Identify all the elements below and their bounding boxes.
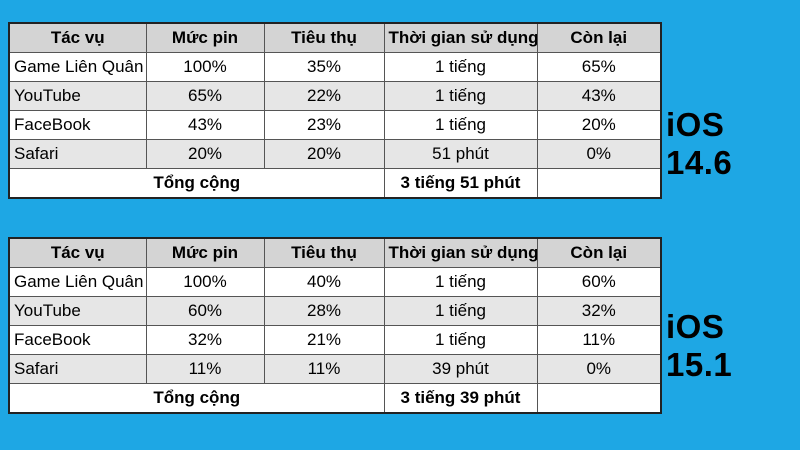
cell-task: Game Liên Quân [8, 52, 147, 82]
cell-battery: 65% [145, 81, 265, 111]
cell-battery: 100% [145, 267, 265, 297]
cell-task: FaceBook [8, 110, 147, 140]
cell-time: 1 tiếng [383, 110, 538, 140]
table-row: Safari 11% 11% 39 phút 0% [8, 354, 662, 384]
table-row: Game Liên Quân 100% 40% 1 tiếng 60% [8, 267, 662, 297]
cell-consumed: 35% [263, 52, 385, 82]
cell-remaining: 65% [536, 52, 662, 82]
cell-time: 1 tiếng [383, 296, 538, 326]
total-label: Tổng cộng [8, 383, 385, 414]
cell-time: 1 tiếng [383, 52, 538, 82]
cell-battery: 43% [145, 110, 265, 140]
table-row: Safari 20% 20% 51 phút 0% [8, 139, 662, 169]
cell-battery: 32% [145, 325, 265, 355]
total-row: Tổng cộng 3 tiếng 51 phút [8, 168, 662, 199]
cell-task: Safari [8, 139, 147, 169]
total-label: Tổng cộng [8, 168, 385, 199]
cell-consumed: 11% [263, 354, 385, 384]
cell-battery: 100% [145, 52, 265, 82]
header-remaining: Còn lại [536, 22, 662, 53]
table-header-row: Tác vụ Mức pin Tiêu thụ Thời gian sử dụn… [8, 237, 662, 268]
os-version-label: iOS 15.1 [666, 308, 733, 383]
table-row: FaceBook 32% 21% 1 tiếng 11% [8, 325, 662, 355]
total-empty-cell [536, 168, 662, 199]
header-time: Thời gian sử dụng [383, 22, 538, 53]
header-time: Thời gian sử dụng [383, 237, 538, 268]
cell-remaining: 0% [536, 354, 662, 384]
total-row: Tổng cộng 3 tiếng 39 phút [8, 383, 662, 414]
cell-consumed: 23% [263, 110, 385, 140]
cell-task: Safari [8, 354, 147, 384]
cell-time: 1 tiếng [383, 81, 538, 111]
cell-time: 1 tiếng [383, 267, 538, 297]
cell-consumed: 21% [263, 325, 385, 355]
header-consumed: Tiêu thụ [263, 22, 385, 53]
total-empty-cell [536, 383, 662, 414]
cell-remaining: 0% [536, 139, 662, 169]
cell-remaining: 60% [536, 267, 662, 297]
cell-battery: 11% [145, 354, 265, 384]
table-row: Game Liên Quân 100% 35% 1 tiếng 65% [8, 52, 662, 82]
cell-consumed: 22% [263, 81, 385, 111]
cell-task: Game Liên Quân [8, 267, 147, 297]
cell-task: FaceBook [8, 325, 147, 355]
header-battery: Mức pin [145, 22, 265, 53]
table-row: YouTube 60% 28% 1 tiếng 32% [8, 296, 662, 326]
header-remaining: Còn lại [536, 237, 662, 268]
header-consumed: Tiêu thụ [263, 237, 385, 268]
cell-battery: 60% [145, 296, 265, 326]
cell-consumed: 20% [263, 139, 385, 169]
cell-remaining: 32% [536, 296, 662, 326]
cell-time: 1 tiếng [383, 325, 538, 355]
table-header-row: Tác vụ Mức pin Tiêu thụ Thời gian sử dụn… [8, 22, 662, 53]
os-version-label: iOS 14.6 [666, 106, 733, 181]
cell-task: YouTube [8, 296, 147, 326]
total-time: 3 tiếng 39 phút [383, 383, 538, 414]
cell-consumed: 28% [263, 296, 385, 326]
cell-consumed: 40% [263, 267, 385, 297]
cell-remaining: 20% [536, 110, 662, 140]
battery-table-ios-14-6: Tác vụ Mức pin Tiêu thụ Thời gian sử dụn… [8, 22, 662, 199]
table-row: FaceBook 43% 23% 1 tiếng 20% [8, 110, 662, 140]
header-task: Tác vụ [8, 237, 147, 268]
cell-remaining: 43% [536, 81, 662, 111]
cell-time: 39 phút [383, 354, 538, 384]
battery-table-ios-15-1: Tác vụ Mức pin Tiêu thụ Thời gian sử dụn… [8, 237, 662, 414]
header-battery: Mức pin [145, 237, 265, 268]
cell-task: YouTube [8, 81, 147, 111]
total-time: 3 tiếng 51 phút [383, 168, 538, 199]
table-row: YouTube 65% 22% 1 tiếng 43% [8, 81, 662, 111]
cell-battery: 20% [145, 139, 265, 169]
header-task: Tác vụ [8, 22, 147, 53]
cell-remaining: 11% [536, 325, 662, 355]
cell-time: 51 phút [383, 139, 538, 169]
